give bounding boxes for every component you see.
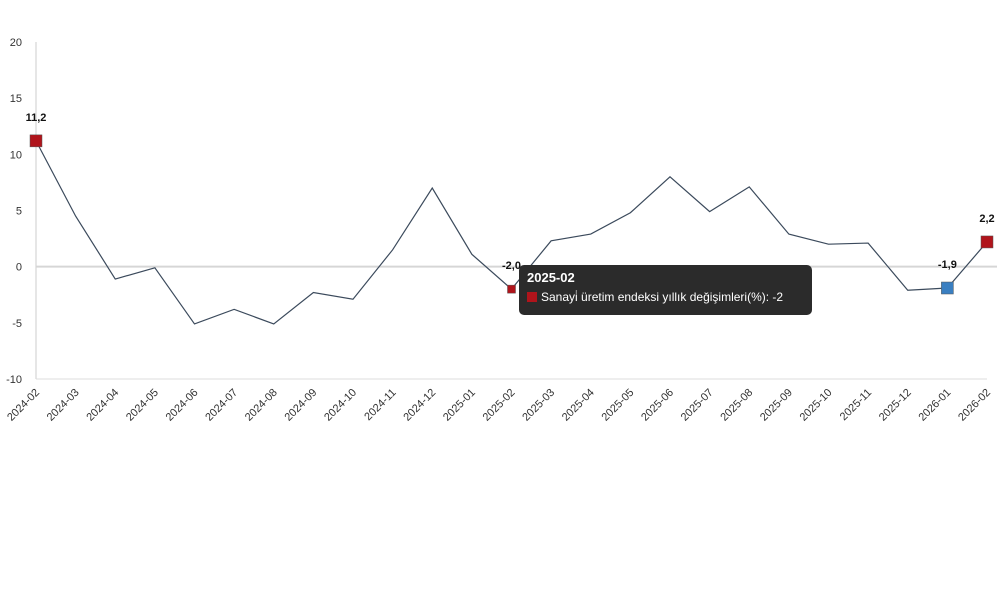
data-point-marker [980,235,994,249]
data-point-marker [941,281,954,295]
x-tick-label: 2025-06 [639,387,676,424]
x-tick-label: 2025-04 [560,387,597,424]
x-tick-label: 2026-01 [916,387,953,424]
y-tick-label: 15 [10,93,22,105]
tooltip-text: Sanayi̇ üretim endeksi yıllık değişimler… [541,290,784,304]
x-tick-label: 2025-07 [679,387,716,424]
y-tick-label: 10 [10,149,22,161]
x-tick-label: 2024-07 [203,387,240,424]
data-point-marker [29,134,43,148]
x-tick-label: 2025-03 [520,387,557,424]
x-tick-label: 2024-05 [124,387,161,424]
data-label: 2,2 [979,213,994,225]
x-tick-label: 2024-08 [243,387,280,424]
x-tick-label: 2025-05 [599,387,636,424]
y-tick-label: 20 [10,37,22,49]
x-tick-label: 2025-01 [441,387,478,424]
chart-tooltip: 2025-02 Sanayi̇ üretim endeksi yıllık de… [519,265,812,315]
x-tick-label: 2024-11 [362,387,398,423]
x-tick-label: 2024-03 [45,387,82,424]
x-tick-label: 2025-11 [838,387,874,423]
x-tick-label: 2025-02 [481,387,518,424]
data-label: -1,9 [938,259,957,271]
y-tick-label: -5 [12,318,22,330]
x-tick-label: 2025-08 [718,387,755,424]
x-tick-label: 2024-06 [164,387,201,424]
tooltip-title: 2025-02 [527,270,575,285]
x-tick-label: 2024-02 [5,387,42,424]
tooltip-swatch [527,292,537,302]
x-tick-label: 2025-09 [758,387,795,424]
data-label: 11,2 [26,112,47,124]
x-tick-label: 2024-09 [282,387,319,424]
x-tick-label: 2025-12 [877,387,914,424]
x-tick-label: 2026-02 [956,387,993,424]
data-point-marker [507,284,516,294]
series-line [35,140,988,325]
x-tick-label: 2024-04 [84,387,121,424]
x-tick-label: 2024-12 [401,387,438,424]
x-tick-label: 2024-10 [322,387,359,424]
y-tick-label: 0 [16,262,22,274]
y-tick-label: 5 [16,206,22,218]
y-tick-label: -10 [6,374,22,386]
data-label: -2,0 [502,260,521,272]
x-tick-label: 2025-10 [798,387,835,424]
